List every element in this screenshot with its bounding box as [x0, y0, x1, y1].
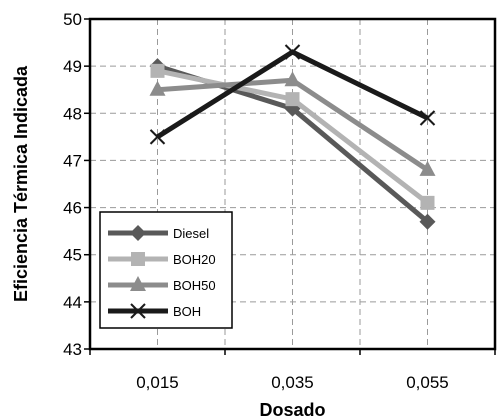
- data-point-boh-stroke: [419, 110, 436, 126]
- y-tick-label: 43: [63, 340, 82, 359]
- data-point-boh50: [419, 160, 436, 176]
- data-point-boh-stroke: [149, 129, 166, 145]
- x-axis-label: Dosado: [259, 400, 325, 419]
- y-tick-label: 47: [63, 151, 82, 170]
- legend-marker-boh: [130, 303, 146, 319]
- y-tick-label: 45: [63, 246, 82, 265]
- data-point-boh: [284, 44, 301, 60]
- plot-frame: [88, 17, 497, 351]
- data-point-boh50: [284, 71, 301, 87]
- x-tick-label: 0,055: [406, 373, 449, 392]
- data-point-boh20: [150, 63, 165, 78]
- legend-marker-boh20: [131, 252, 145, 266]
- legend-marker-boh50: [130, 276, 146, 291]
- legend-label-diesel: Diesel: [173, 226, 209, 241]
- legend-item-boh20: BOH20: [108, 252, 216, 267]
- legend-item-boh: BOH: [108, 303, 201, 319]
- legend-item-diesel: Diesel: [108, 225, 209, 241]
- y-tick-label: 50: [63, 10, 82, 29]
- legend-label-boh: BOH: [173, 304, 201, 319]
- series-boh50: [149, 71, 436, 176]
- data-point-boh50: [149, 80, 166, 96]
- y-tick-label: 48: [63, 104, 82, 123]
- y-axis-label: Eficiencia Térmica Indicada: [11, 65, 31, 302]
- legend-marker-boh-stroke: [130, 303, 146, 319]
- legend: Diesel BOH20 BOH50 BOH: [99, 211, 233, 329]
- data-point-boh: [419, 110, 436, 126]
- y-tick-label: 49: [63, 57, 82, 76]
- series-boh: [149, 44, 436, 145]
- legend-label-boh50: BOH50: [173, 278, 216, 293]
- y-axis-ticks: 43 44 45 46 47 48 49 50: [63, 10, 90, 359]
- legend-item-boh50: BOH50: [108, 276, 216, 293]
- data-point-boh-stroke: [284, 44, 301, 60]
- y-tick-label: 44: [63, 293, 82, 312]
- data-point-boh20: [420, 195, 435, 210]
- data-point-boh: [149, 129, 166, 145]
- series-layer: [149, 44, 436, 230]
- y-tick-label: 46: [63, 199, 82, 218]
- x-axis-ticks: 0,015 0,035 0,055: [89, 349, 496, 392]
- x-tick-label: 0,035: [271, 373, 314, 392]
- series-boh20: [150, 63, 435, 210]
- data-point-boh20: [285, 92, 300, 107]
- data-point-diesel: [419, 213, 436, 230]
- x-tick-label: 0,015: [136, 373, 179, 392]
- legend-label-boh20: BOH20: [173, 252, 216, 267]
- legend-marker-diesel: [130, 225, 146, 241]
